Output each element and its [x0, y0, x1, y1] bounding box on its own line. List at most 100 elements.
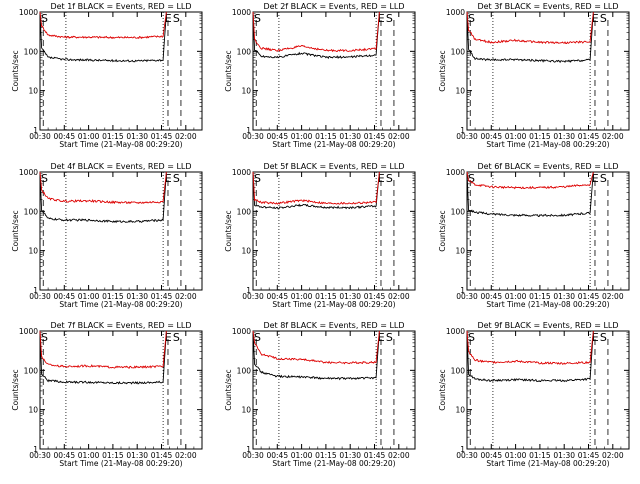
- marker-label-s: S: [600, 331, 607, 344]
- y-tick-label: 1: [33, 445, 38, 454]
- plot-frame: [252, 330, 416, 450]
- plot-panel-8: Det 8f BLACK = Events, RED = LLD 1 10 100 10…: [224, 321, 416, 468]
- x-tick-label: 01:45: [578, 292, 600, 301]
- marker-label-e: E: [378, 172, 385, 185]
- x-tick-label: 00:30: [456, 132, 478, 141]
- y-axis-label: Counts/sec: [438, 210, 447, 251]
- x-tick-label: 01:00: [78, 451, 100, 460]
- marker-label-s: S: [41, 12, 48, 25]
- x-tick-label: 00:30: [242, 292, 264, 301]
- series-line-lld: [39, 171, 167, 205]
- x-tick-label: 02:00: [602, 132, 624, 141]
- x-tick-label: 01:30: [126, 451, 148, 460]
- series-line-events: [39, 11, 167, 63]
- x-tick-label: 01:30: [339, 451, 361, 460]
- plot-panel-1: Det 1f BLACK = Events, RED = LLD 1 10 100 10…: [11, 2, 203, 149]
- x-axis-label: Start Time (21-May-08 00:29:20): [272, 300, 395, 309]
- x-tick-label: 01:15: [529, 292, 551, 301]
- x-tick-label: 01:30: [339, 132, 361, 141]
- plot-title: Det 7f BLACK = Events, RED = LLD: [50, 321, 191, 330]
- marker-label-s: S: [254, 12, 261, 25]
- x-tick-label: 02:00: [388, 292, 410, 301]
- marker-label-s: S: [41, 331, 48, 344]
- plot-frame: [466, 171, 630, 291]
- x-tick-label: 02:00: [388, 451, 410, 460]
- x-tick-label: 02:00: [175, 132, 197, 141]
- marker-label-e: E: [165, 12, 172, 25]
- x-tick-label: 01:00: [78, 132, 100, 141]
- x-tick-label: 01:00: [78, 292, 100, 301]
- y-tick-label: 100: [237, 47, 252, 56]
- plot-frame: [39, 11, 203, 131]
- y-tick-label: 1: [460, 445, 465, 454]
- y-tick-label: 1000: [446, 168, 465, 177]
- plot-frame: [466, 330, 630, 450]
- x-tick-label: 00:45: [53, 451, 75, 460]
- marker-label-s: S: [254, 172, 261, 185]
- x-tick-label: 01:00: [505, 132, 527, 141]
- x-tick-label: 01:15: [315, 292, 337, 301]
- x-axis-label: Start Time (21-May-08 00:29:20): [272, 140, 395, 149]
- series-line-events: [252, 11, 380, 60]
- marker-label-s: S: [468, 12, 475, 25]
- y-tick-label: 10: [455, 406, 465, 415]
- plot-title: Det 9f BLACK = Events, RED = LLD: [477, 321, 618, 330]
- y-tick-label: 100: [24, 207, 39, 216]
- y-axis-label: Counts/sec: [11, 369, 20, 410]
- x-tick-label: 02:00: [388, 132, 410, 141]
- y-tick-label: 10: [241, 247, 251, 256]
- y-tick-label: 1000: [19, 8, 38, 17]
- y-tick-label: 1000: [19, 168, 38, 177]
- x-tick-label: 02:00: [602, 292, 624, 301]
- plot-title: Det 4f BLACK = Events, RED = LLD: [50, 162, 191, 171]
- x-tick-label: 01:45: [364, 451, 386, 460]
- x-tick-label: 01:00: [505, 451, 527, 460]
- plot-panel-7: Det 7f BLACK = Events, RED = LLD 1 10 100 10…: [11, 321, 203, 468]
- x-tick-label: 01:15: [102, 451, 124, 460]
- plot-title: Det 8f BLACK = Events, RED = LLD: [263, 321, 404, 330]
- x-tick-label: 01:30: [553, 451, 575, 460]
- marker-label-s: S: [41, 172, 48, 185]
- marker-label-s: S: [386, 172, 393, 185]
- marker-label-e: E: [165, 172, 172, 185]
- y-tick-label: 1000: [232, 327, 251, 336]
- x-tick-label: 01:45: [364, 292, 386, 301]
- x-tick-label: 01:00: [505, 292, 527, 301]
- y-tick-label: 10: [455, 247, 465, 256]
- y-tick-label: 100: [237, 366, 252, 375]
- plot-panel-5: Det 5f BLACK = Events, RED = LLD 1 10 100 10…: [224, 162, 416, 309]
- x-tick-label: 01:00: [291, 132, 313, 141]
- series-line-lld: [466, 171, 594, 190]
- x-axis-label: Start Time (21-May-08 00:29:20): [486, 459, 609, 468]
- x-tick-label: 01:15: [315, 451, 337, 460]
- y-axis-label: Counts/sec: [224, 50, 233, 91]
- plot-panel-4: Det 4f BLACK = Events, RED = LLD 1 10 100 10…: [11, 162, 203, 309]
- plot-title: Det 1f BLACK = Events, RED = LLD: [50, 2, 191, 11]
- series-line-lld: [466, 11, 594, 45]
- y-axis-label: Counts/sec: [438, 369, 447, 410]
- marker-label-e: E: [378, 331, 385, 344]
- y-tick-label: 10: [28, 247, 38, 256]
- y-axis-label: Counts/sec: [11, 50, 20, 91]
- y-tick-label: 100: [451, 47, 466, 56]
- y-tick-label: 1: [460, 126, 465, 135]
- x-tick-label: 01:00: [291, 292, 313, 301]
- x-tick-label: 00:30: [29, 132, 51, 141]
- x-tick-label: 00:45: [266, 132, 288, 141]
- series-line-events: [39, 171, 167, 224]
- marker-label-s: S: [386, 331, 393, 344]
- y-tick-label: 100: [451, 366, 466, 375]
- plot-title: Det 5f BLACK = Events, RED = LLD: [263, 162, 404, 171]
- series-line-events: [39, 330, 167, 385]
- x-tick-label: 01:00: [291, 451, 313, 460]
- series-line-lld: [39, 330, 167, 369]
- plot-title: Det 3f BLACK = Events, RED = LLD: [477, 2, 618, 11]
- x-tick-label: 01:30: [126, 292, 148, 301]
- y-axis-label: Counts/sec: [224, 369, 233, 410]
- x-tick-label: 01:30: [339, 292, 361, 301]
- y-tick-label: 1000: [19, 327, 38, 336]
- x-tick-label: 01:30: [553, 132, 575, 141]
- x-axis-label: Start Time (21-May-08 00:29:20): [486, 140, 609, 149]
- marker-label-e: E: [165, 331, 172, 344]
